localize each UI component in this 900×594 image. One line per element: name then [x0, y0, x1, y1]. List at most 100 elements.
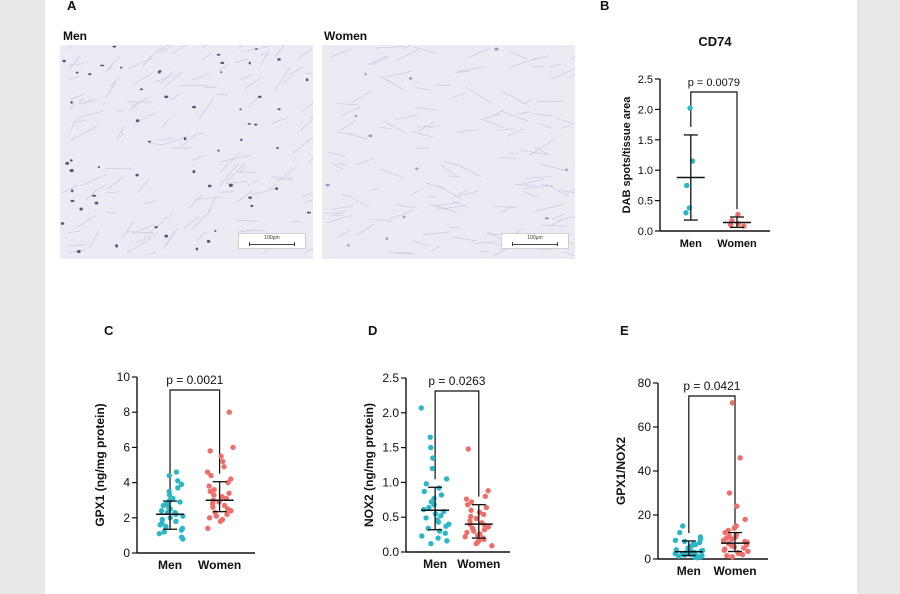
stained-nucleus — [305, 78, 309, 82]
tissue-fiber — [355, 223, 375, 237]
data-point-women — [221, 502, 228, 509]
tissue-fiber — [207, 197, 217, 212]
tissue-fiber — [70, 126, 98, 141]
tissue-fiber — [337, 229, 351, 238]
tissue-fiber — [301, 102, 313, 112]
tissue-fiber — [373, 218, 392, 222]
tissue-fiber — [202, 45, 207, 49]
data-point-men — [173, 518, 179, 525]
data-point-men — [175, 478, 181, 484]
tissue-fiber — [106, 191, 120, 193]
tissue-fiber — [336, 103, 359, 106]
tissue-fiber — [466, 86, 491, 104]
y-tick-label: 0.0 — [382, 545, 399, 559]
tissue-fiber — [509, 152, 520, 155]
data-point-women — [220, 458, 226, 465]
data-point-women — [207, 488, 213, 495]
stained-nucleus — [207, 184, 212, 188]
tissue-fiber — [355, 157, 375, 166]
y-tick-label: 0.0 — [638, 226, 653, 238]
scale-bar-line-women — [512, 242, 558, 246]
y-tick-label: 8 — [123, 405, 130, 419]
stained-nucleus — [157, 70, 161, 74]
tissue-fiber — [68, 45, 73, 50]
panel-letter-b: B — [600, 0, 610, 13]
tissue-fiber — [183, 216, 199, 229]
stained-nucleus — [183, 137, 187, 141]
data-point-women — [464, 529, 470, 536]
tissue-fiber — [497, 128, 515, 131]
tissue-fiber — [368, 187, 379, 191]
micrograph-background — [60, 45, 313, 259]
tissue-fiber — [122, 220, 135, 238]
data-point-men — [428, 540, 434, 547]
data-point-women — [729, 400, 736, 406]
stained-nucleus — [206, 239, 211, 243]
data-point-women — [741, 223, 747, 229]
tissue-fiber — [340, 193, 353, 198]
tissue-fiber — [500, 110, 529, 122]
tissue-fiber — [568, 74, 575, 78]
tissue-fiber — [288, 66, 304, 76]
stained-nucleus — [228, 183, 233, 187]
stained-nucleus — [195, 247, 199, 251]
tissue-fiber — [525, 175, 551, 179]
data-point-men — [427, 434, 433, 440]
data-point-men — [166, 472, 173, 479]
data-point-women — [226, 409, 232, 415]
stained-nucleus — [164, 95, 169, 99]
stained-nucleus — [565, 168, 568, 172]
y-tick-label: 1.0 — [382, 475, 399, 489]
y-tick-label: 1.0 — [638, 165, 653, 177]
data-point-men — [419, 533, 425, 539]
data-point-women — [734, 503, 740, 509]
tissue-fiber — [172, 147, 192, 149]
data-point-women — [224, 511, 230, 517]
tissue-fiber — [241, 46, 269, 53]
stained-nucleus — [306, 211, 311, 214]
data-point-men — [158, 508, 165, 514]
tissue-fiber — [531, 113, 553, 117]
stained-nucleus — [139, 88, 144, 91]
stained-nucleus — [75, 71, 79, 74]
data-point-women — [206, 483, 212, 489]
chart-b: CD74 0.0 0.5 1.0 1.5 2.0 2.5 Men Women DAB spots/… — [621, 34, 770, 250]
tissue-fiber — [105, 211, 117, 214]
tissue-fiber — [219, 153, 240, 173]
tissue-fiber — [161, 45, 173, 54]
tissue-fiber — [304, 73, 313, 75]
data-point-women — [489, 543, 495, 549]
y-tick-label: 2.0 — [638, 104, 653, 116]
tissue-fiber — [247, 179, 260, 187]
data-point-men — [683, 210, 689, 216]
tissue-fiber — [169, 93, 181, 101]
tissue-fiber — [410, 130, 434, 138]
stained-nucleus — [275, 187, 279, 191]
tissue-fiber — [67, 230, 80, 233]
tissue-fiber — [412, 240, 430, 247]
data-point-women — [726, 490, 733, 496]
tissue-fiber — [560, 125, 570, 129]
tissue-fiber — [529, 139, 555, 156]
stained-nucleus — [368, 134, 373, 138]
stained-nucleus — [385, 237, 389, 241]
tissue-fiber — [98, 184, 107, 191]
tissue-fiber — [62, 184, 78, 194]
tissue-fiber — [293, 139, 311, 154]
tissue-fiber — [238, 229, 255, 233]
tissue-fiber — [534, 204, 563, 212]
data-point-men — [435, 535, 441, 541]
data-point-women — [471, 528, 477, 534]
data-point-men — [421, 488, 427, 495]
data-point-men — [436, 485, 442, 491]
tissue-fiber — [414, 87, 430, 91]
stained-nucleus — [69, 159, 73, 162]
data-point-women — [720, 537, 727, 543]
stained-nucleus — [408, 77, 413, 80]
tissue-fiber — [413, 46, 437, 55]
tissue-fiber — [191, 72, 211, 81]
x-tick-label: Men — [677, 564, 701, 578]
data-point-women — [721, 547, 728, 553]
data-point-men — [173, 469, 180, 475]
tissue-fiber — [396, 251, 416, 255]
